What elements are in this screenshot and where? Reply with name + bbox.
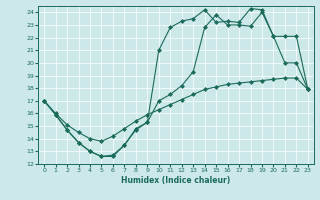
X-axis label: Humidex (Indice chaleur): Humidex (Indice chaleur) [121,176,231,185]
